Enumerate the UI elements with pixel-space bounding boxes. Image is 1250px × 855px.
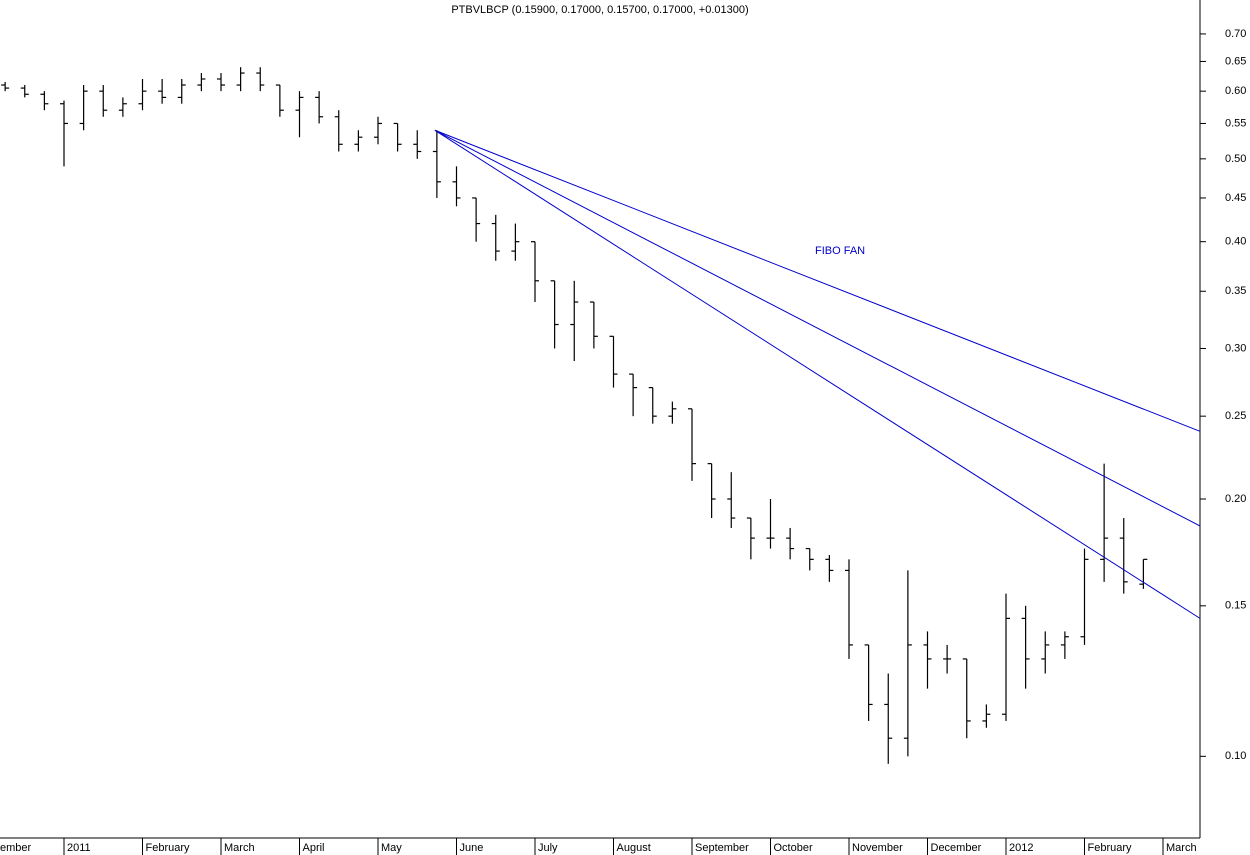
y-tick-label: 0.65 (1225, 55, 1246, 67)
x-tick-label: 2012 (1009, 842, 1033, 854)
x-tick-label: ember (0, 842, 32, 854)
x-tick-label: April (303, 842, 325, 854)
chart-title: PTBVLBCP (0.15900, 0.17000, 0.15700, 0.1… (451, 4, 748, 16)
x-tick-label: December (931, 842, 982, 854)
x-tick-label: June (460, 842, 484, 854)
x-tick-label: October (774, 842, 813, 854)
y-tick-label: 0.10 (1225, 750, 1246, 762)
x-tick-label: November (852, 842, 903, 854)
fibo-fan-line (434, 129, 1201, 619)
y-tick-label: 0.45 (1225, 192, 1246, 204)
y-tick-label: 0.55 (1225, 117, 1246, 129)
x-tick-label: March (1166, 842, 1197, 854)
y-tick-label: 0.50 (1225, 153, 1246, 165)
y-tick-label: 0.30 (1225, 342, 1246, 354)
y-tick-label: 0.35 (1225, 285, 1246, 297)
x-tick-label: May (381, 842, 402, 854)
x-tick-label: 2011 (67, 842, 91, 854)
x-tick-label: March (224, 842, 255, 854)
fibo-fan-line (434, 129, 1201, 527)
x-tick-label: August (617, 842, 651, 854)
fibo-fan-label: FIBO FAN (815, 245, 865, 257)
y-tick-label: 0.25 (1225, 410, 1246, 422)
y-tick-label: 0.15 (1225, 600, 1246, 612)
x-tick-label: February (1088, 842, 1133, 854)
x-tick-label: September (695, 842, 749, 854)
fibo-fan-line (434, 129, 1201, 432)
y-tick-label: 0.40 (1225, 236, 1246, 248)
y-tick-label: 0.70 (1225, 28, 1246, 40)
y-tick-label: 0.20 (1225, 493, 1246, 505)
x-tick-label: February (146, 842, 191, 854)
x-tick-label: July (538, 842, 558, 854)
y-tick-label: 0.60 (1225, 85, 1246, 97)
